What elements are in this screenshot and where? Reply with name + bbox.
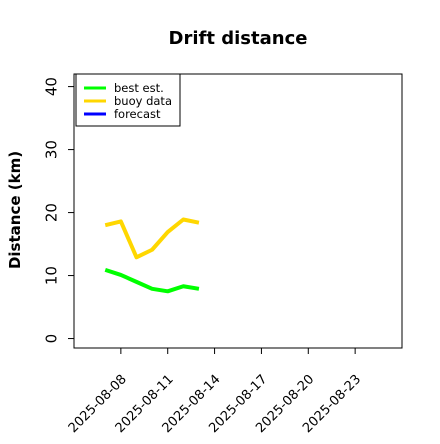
series-line-buoy-data	[104, 217, 200, 260]
y-tick-label: 40	[43, 77, 61, 96]
legend: best est. buoy data forecast	[75, 73, 181, 127]
y-tick-label: 30	[43, 140, 61, 159]
legend-best-est-label: best est.	[114, 81, 164, 95]
chart-title: Drift distance	[169, 28, 308, 49]
series-line-best-est	[104, 267, 200, 294]
series-layer	[104, 217, 200, 294]
y-tick-label: 0	[43, 334, 61, 344]
y-tick-label: 10	[43, 266, 61, 285]
legend-buoy-data-label: buoy data	[114, 94, 172, 108]
legend-forecast-label: forecast	[114, 107, 161, 121]
y-axis-label: Distance (km)	[6, 151, 24, 269]
y-tick-label: 20	[43, 203, 61, 222]
